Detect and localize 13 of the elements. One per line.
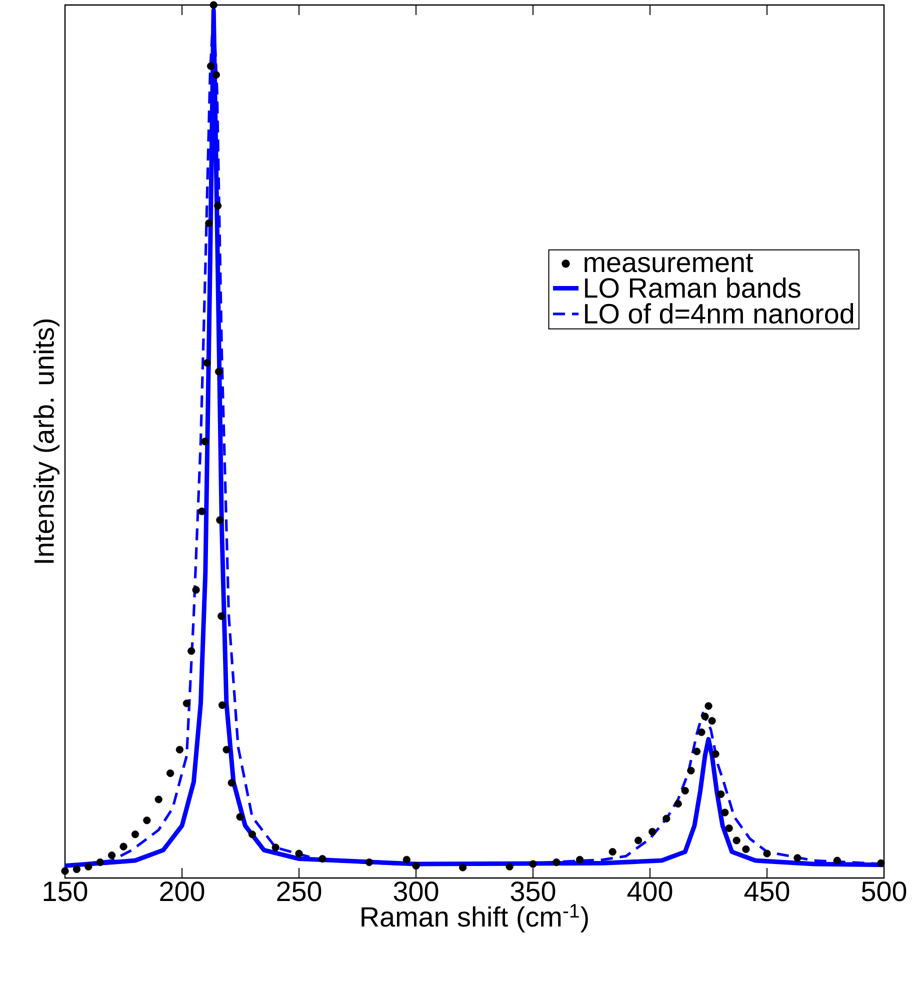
- x-tick-label: 400: [627, 882, 672, 902]
- x-tick-label: 150: [44, 882, 88, 902]
- x-tick-label: 300: [394, 882, 438, 902]
- x-axis-title: Raman shift (cm$^{-1}$): [362, 904, 588, 932]
- x-tick-label: 200: [160, 882, 204, 902]
- x-tick-label: 450: [744, 882, 790, 902]
- x-tick-label: 250: [277, 882, 322, 902]
- legend-label: LO of d=4nm nanorod: [585, 303, 854, 324]
- legend-label: measurement: [584, 254, 754, 272]
- legend-label: LO Raman bands: [585, 277, 800, 298]
- x-tick-label: 500: [862, 882, 906, 902]
- y-axis-title: Intensity (arb. units): [33, 319, 60, 563]
- x-tick-label: 350: [510, 882, 556, 902]
